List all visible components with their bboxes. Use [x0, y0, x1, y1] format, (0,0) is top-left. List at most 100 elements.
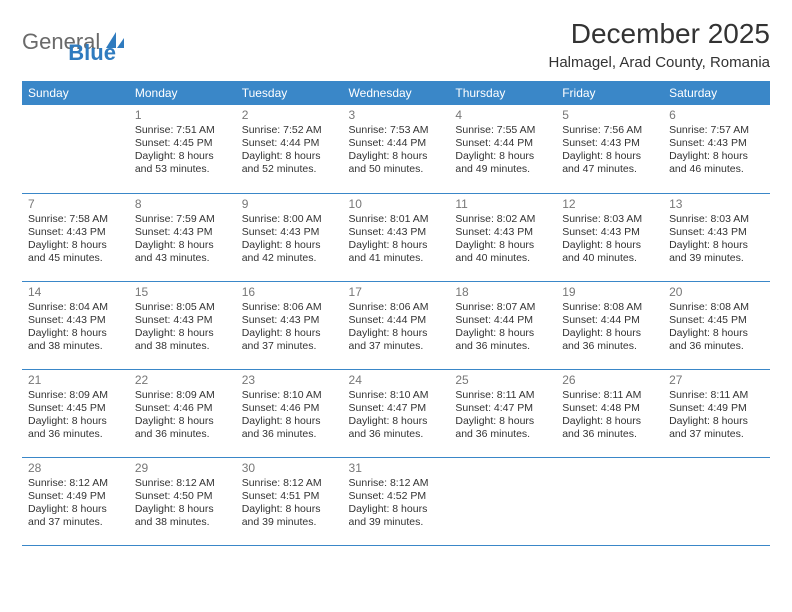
- day-number: 7: [28, 197, 123, 211]
- daylight-line: Daylight: 8 hours and 36 minutes.: [455, 415, 550, 441]
- daylight-line: Daylight: 8 hours and 36 minutes.: [242, 415, 337, 441]
- day-number: 27: [669, 373, 764, 387]
- daylight-line: Daylight: 8 hours and 50 minutes.: [349, 150, 444, 176]
- daylight-line: Daylight: 8 hours and 37 minutes.: [669, 415, 764, 441]
- calendar-day-cell: 1Sunrise: 7:51 AMSunset: 4:45 PMDaylight…: [129, 105, 236, 193]
- sunrise-line: Sunrise: 8:10 AM: [242, 389, 337, 402]
- daylight-line: Daylight: 8 hours and 38 minutes.: [135, 327, 230, 353]
- sunset-line: Sunset: 4:44 PM: [242, 137, 337, 150]
- calendar-day-cell: 9Sunrise: 8:00 AMSunset: 4:43 PMDaylight…: [236, 193, 343, 281]
- day-number: 25: [455, 373, 550, 387]
- daylight-line: Daylight: 8 hours and 36 minutes.: [669, 327, 764, 353]
- title-block: December 2025 Halmagel, Arad County, Rom…: [549, 18, 771, 71]
- weekday-header: Tuesday: [236, 81, 343, 105]
- sunset-line: Sunset: 4:43 PM: [135, 226, 230, 239]
- sunset-line: Sunset: 4:43 PM: [669, 226, 764, 239]
- calendar-day-cell: 27Sunrise: 8:11 AMSunset: 4:49 PMDayligh…: [663, 369, 770, 457]
- page-title: December 2025: [549, 18, 771, 50]
- day-number: 22: [135, 373, 230, 387]
- calendar-day-cell: 20Sunrise: 8:08 AMSunset: 4:45 PMDayligh…: [663, 281, 770, 369]
- sunrise-line: Sunrise: 8:09 AM: [135, 389, 230, 402]
- day-number: 6: [669, 108, 764, 122]
- logo: General Blue: [22, 18, 116, 66]
- calendar-day-cell: 25Sunrise: 8:11 AMSunset: 4:47 PMDayligh…: [449, 369, 556, 457]
- sunset-line: Sunset: 4:51 PM: [242, 490, 337, 503]
- day-number: 15: [135, 285, 230, 299]
- day-number: 2: [242, 108, 337, 122]
- sunrise-line: Sunrise: 7:51 AM: [135, 124, 230, 137]
- daylight-line: Daylight: 8 hours and 52 minutes.: [242, 150, 337, 176]
- calendar-day-cell: 22Sunrise: 8:09 AMSunset: 4:46 PMDayligh…: [129, 369, 236, 457]
- sunset-line: Sunset: 4:43 PM: [562, 137, 657, 150]
- sunrise-line: Sunrise: 7:55 AM: [455, 124, 550, 137]
- sunset-line: Sunset: 4:44 PM: [349, 137, 444, 150]
- calendar-day-cell: 6Sunrise: 7:57 AMSunset: 4:43 PMDaylight…: [663, 105, 770, 193]
- daylight-line: Daylight: 8 hours and 36 minutes.: [562, 415, 657, 441]
- calendar-day-cell: 18Sunrise: 8:07 AMSunset: 4:44 PMDayligh…: [449, 281, 556, 369]
- sunrise-line: Sunrise: 8:09 AM: [28, 389, 123, 402]
- weekday-header: Sunday: [22, 81, 129, 105]
- sunrise-line: Sunrise: 7:56 AM: [562, 124, 657, 137]
- sunset-line: Sunset: 4:43 PM: [455, 226, 550, 239]
- location-text: Halmagel, Arad County, Romania: [549, 54, 771, 71]
- daylight-line: Daylight: 8 hours and 39 minutes.: [349, 503, 444, 529]
- calendar-day-cell: 30Sunrise: 8:12 AMSunset: 4:51 PMDayligh…: [236, 457, 343, 545]
- daylight-line: Daylight: 8 hours and 41 minutes.: [349, 239, 444, 265]
- day-number: 23: [242, 373, 337, 387]
- calendar-day-cell: 5Sunrise: 7:56 AMSunset: 4:43 PMDaylight…: [556, 105, 663, 193]
- sunrise-line: Sunrise: 8:10 AM: [349, 389, 444, 402]
- calendar-week-row: 7Sunrise: 7:58 AMSunset: 4:43 PMDaylight…: [22, 193, 770, 281]
- sunrise-line: Sunrise: 8:12 AM: [135, 477, 230, 490]
- sunset-line: Sunset: 4:43 PM: [242, 226, 337, 239]
- day-number: 8: [135, 197, 230, 211]
- daylight-line: Daylight: 8 hours and 39 minutes.: [242, 503, 337, 529]
- daylight-line: Daylight: 8 hours and 37 minutes.: [349, 327, 444, 353]
- calendar-day-cell: 29Sunrise: 8:12 AMSunset: 4:50 PMDayligh…: [129, 457, 236, 545]
- daylight-line: Daylight: 8 hours and 36 minutes.: [562, 327, 657, 353]
- daylight-line: Daylight: 8 hours and 38 minutes.: [28, 327, 123, 353]
- weekday-header: Thursday: [449, 81, 556, 105]
- calendar-day-cell: 14Sunrise: 8:04 AMSunset: 4:43 PMDayligh…: [22, 281, 129, 369]
- sunset-line: Sunset: 4:45 PM: [135, 137, 230, 150]
- sunset-line: Sunset: 4:43 PM: [28, 314, 123, 327]
- sunrise-line: Sunrise: 8:06 AM: [349, 301, 444, 314]
- day-number: 13: [669, 197, 764, 211]
- sunset-line: Sunset: 4:43 PM: [135, 314, 230, 327]
- sunrise-line: Sunrise: 7:52 AM: [242, 124, 337, 137]
- calendar-empty-cell: [22, 105, 129, 193]
- daylight-line: Daylight: 8 hours and 36 minutes.: [28, 415, 123, 441]
- daylight-line: Daylight: 8 hours and 49 minutes.: [455, 150, 550, 176]
- sunrise-line: Sunrise: 8:08 AM: [562, 301, 657, 314]
- sunrise-line: Sunrise: 7:57 AM: [669, 124, 764, 137]
- calendar-day-cell: 19Sunrise: 8:08 AMSunset: 4:44 PMDayligh…: [556, 281, 663, 369]
- sunrise-line: Sunrise: 8:08 AM: [669, 301, 764, 314]
- daylight-line: Daylight: 8 hours and 38 minutes.: [135, 503, 230, 529]
- daylight-line: Daylight: 8 hours and 36 minutes.: [349, 415, 444, 441]
- sunset-line: Sunset: 4:46 PM: [135, 402, 230, 415]
- sunrise-line: Sunrise: 8:05 AM: [135, 301, 230, 314]
- daylight-line: Daylight: 8 hours and 53 minutes.: [135, 150, 230, 176]
- sunset-line: Sunset: 4:44 PM: [455, 137, 550, 150]
- sunrise-line: Sunrise: 7:58 AM: [28, 213, 123, 226]
- daylight-line: Daylight: 8 hours and 45 minutes.: [28, 239, 123, 265]
- day-number: 10: [349, 197, 444, 211]
- sunset-line: Sunset: 4:44 PM: [349, 314, 444, 327]
- calendar-empty-cell: [449, 457, 556, 545]
- daylight-line: Daylight: 8 hours and 46 minutes.: [669, 150, 764, 176]
- sunset-line: Sunset: 4:45 PM: [28, 402, 123, 415]
- calendar-day-cell: 12Sunrise: 8:03 AMSunset: 4:43 PMDayligh…: [556, 193, 663, 281]
- calendar-day-cell: 26Sunrise: 8:11 AMSunset: 4:48 PMDayligh…: [556, 369, 663, 457]
- sunrise-line: Sunrise: 8:11 AM: [562, 389, 657, 402]
- calendar-empty-cell: [663, 457, 770, 545]
- weekday-header: Friday: [556, 81, 663, 105]
- day-number: 11: [455, 197, 550, 211]
- sunset-line: Sunset: 4:43 PM: [562, 226, 657, 239]
- sunset-line: Sunset: 4:47 PM: [455, 402, 550, 415]
- sunset-line: Sunset: 4:43 PM: [349, 226, 444, 239]
- day-number: 5: [562, 108, 657, 122]
- sunset-line: Sunset: 4:48 PM: [562, 402, 657, 415]
- sunset-line: Sunset: 4:43 PM: [242, 314, 337, 327]
- day-number: 12: [562, 197, 657, 211]
- calendar-day-cell: 16Sunrise: 8:06 AMSunset: 4:43 PMDayligh…: [236, 281, 343, 369]
- calendar-week-row: 28Sunrise: 8:12 AMSunset: 4:49 PMDayligh…: [22, 457, 770, 545]
